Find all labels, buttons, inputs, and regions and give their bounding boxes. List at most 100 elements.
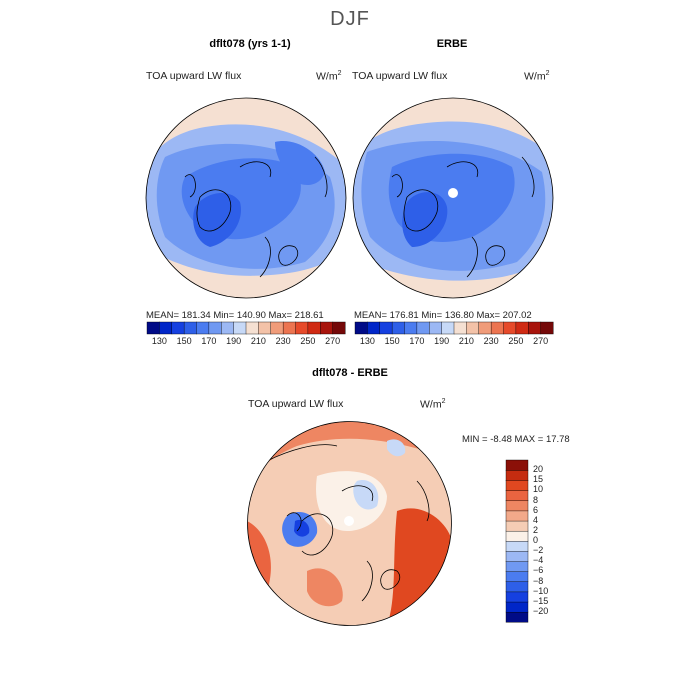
panel-1-colorbar-swatch: [258, 321, 272, 335]
panel-3-colorbar-swatch: [505, 510, 529, 522]
missing-data-pole: [344, 516, 354, 526]
panel-2-colorbar-swatch: [367, 321, 381, 335]
panel-2-units-label: W/m2: [524, 70, 550, 83]
panel-1-colorbar-swatch: [208, 321, 222, 335]
panel-1-colorbar-swatch: [307, 321, 321, 335]
panel-2-colorbar-swatch: [429, 321, 443, 335]
panel-2-colorbar-tick-label: 170: [409, 336, 425, 346]
panel-3-colorbar-tick-label: −4: [533, 555, 544, 566]
panel-3-colorbar-swatch: [505, 530, 529, 542]
panel-1-colorbar-swatch: [146, 321, 160, 335]
panel-2-colorbar-ticks: 130 150 170 190 210 230 250 270: [355, 336, 553, 348]
cold-region: [275, 141, 325, 185]
panel-3-colorbar-tick-label: −6: [533, 565, 544, 576]
panel-3-colorbar-tick-label: 10: [533, 484, 544, 495]
panel-1-colorbar-tick-label: 270: [325, 336, 341, 346]
panel-3-colorbar-tick-label: −2: [533, 545, 544, 556]
negative-region: [353, 480, 379, 510]
panel-3-field-label: TOA upward LW flux: [248, 398, 344, 410]
panel-2-colorbar-tick-label: 130: [359, 336, 375, 346]
panel-1-colorbar-swatch: [332, 321, 346, 335]
panel-3-colorbar-swatch: [505, 571, 529, 583]
panel-3-colorbar-ticks: 20 15 10 8 6 4 2 0 −2 −4 −6 −8 −10 −15 −20: [533, 460, 573, 622]
warm-region: [146, 98, 346, 167]
panel-2-colorbar-swatch: [528, 321, 542, 335]
panel-1-colorbar-swatch: [245, 321, 259, 335]
panel-2-colorbar-tick-label: 210: [458, 336, 474, 346]
panel-3-polar-map: [247, 421, 452, 626]
panel-1-colorbar-tick-label: 210: [250, 336, 266, 346]
panel-3-colorbar-tick-label: −15: [533, 595, 549, 606]
panel-3-colorbar-tick-label: −10: [533, 585, 549, 596]
panel-2-colorbar-tick-label: 190: [434, 336, 450, 346]
coastline: [266, 444, 430, 602]
panel-1-colorbar-swatch: [171, 321, 185, 335]
panel-3-colorbar-swatch: [505, 540, 529, 552]
panel-1-colorbar-swatch: [320, 321, 334, 335]
panel-2-colorbar-swatch: [503, 321, 517, 335]
panel-2-colorbar-swatch: [379, 321, 393, 335]
positive-region: [387, 508, 452, 626]
panel-3-colorbar-swatch: [505, 500, 529, 512]
panel-1-colorbar-tick-label: 230: [275, 336, 291, 346]
panel-2-stats: MEAN= 176.81 Min= 136.80 Max= 207.02: [354, 310, 532, 321]
panel-2-colorbar-swatch: [466, 321, 480, 335]
panel-1-polar-map: [145, 97, 347, 299]
panel-2-colorbar-swatch: [515, 321, 529, 335]
panel-2-colorbar-tick-label: 150: [384, 336, 400, 346]
panel-2-title: ERBE: [436, 38, 468, 50]
panel-1-colorbar-swatch: [196, 321, 210, 335]
panel-1-field-label: TOA upward LW flux: [146, 70, 242, 82]
panel-2-colorbar-tick-label: 270: [533, 336, 549, 346]
panel-2-colorbar-swatch: [540, 321, 554, 335]
panel-1-colorbar-swatch: [183, 321, 198, 335]
panel-2-colorbar-swatch: [490, 321, 505, 335]
panel-3-colorbar-swatch: [505, 469, 529, 481]
panel-1-colorbar-tick-label: 170: [201, 336, 217, 346]
panel-1-title: dflt078 (yrs 1-1): [209, 38, 291, 50]
negative-region: [294, 519, 310, 537]
panel-3-colorbar-swatch: [505, 490, 529, 502]
panel-1-units-label: W/m2: [316, 70, 342, 83]
panel-1-colorbar-tick-label: 250: [300, 336, 316, 346]
cold-region: [193, 192, 241, 247]
negative-region: [387, 439, 406, 457]
panel-3-colorbar-swatch: [505, 520, 529, 532]
panel-1-colorbar-tick-label: 150: [176, 336, 192, 346]
panel-3-colorbar-swatch: [505, 550, 529, 562]
panel-3-title: dflt078 - ERBE: [312, 367, 388, 379]
panel-2-colorbar-swatch: [404, 321, 418, 335]
panel-3-colorbar-swatch: [505, 581, 529, 593]
panel-2-colorbar-tick-label: 250: [508, 336, 524, 346]
panel-1-colorbar-swatch: [221, 321, 235, 335]
panel-3-colorbar: [505, 459, 529, 623]
positive-region: [307, 568, 343, 607]
panel-2-field-label: TOA upward LW flux: [352, 70, 448, 82]
panel-1-colorbar-tick-label: 130: [151, 336, 167, 346]
panel-3-colorbar-tick-label: 6: [533, 504, 539, 515]
panel-2-colorbar-tick-label: 230: [483, 336, 499, 346]
panel-2-colorbar-swatch: [354, 321, 368, 335]
panel-3-colorbar-tick-label: 8: [533, 494, 539, 505]
panel-3-colorbar-tick-label: 4: [533, 514, 539, 525]
panel-3-colorbar-tick-label: 2: [533, 524, 539, 535]
panel-2-colorbar-swatch: [478, 321, 492, 335]
panel-1-colorbar-swatch: [282, 321, 297, 335]
panel-3-colorbar-swatch: [505, 601, 529, 613]
panel-3-colorbar-tick-label: 0: [533, 535, 539, 545]
cold-region: [402, 192, 448, 247]
panel-3-colorbar-swatch: [505, 480, 529, 491]
panel-3-colorbar-tick-label: 15: [533, 474, 544, 485]
panel-1-stats: MEAN= 181.34 Min= 140.90 Max= 218.61: [146, 310, 324, 321]
panel-3-colorbar-tick-label: −20: [533, 605, 549, 616]
panel-2-colorbar-swatch: [453, 321, 467, 335]
positive-region: [247, 421, 452, 481]
panel-1-colorbar: [146, 321, 346, 335]
panel-2-polar-map: [352, 97, 554, 299]
panel-3-colorbar-swatch: [505, 611, 529, 623]
panel-2-colorbar: [354, 321, 554, 335]
panel-3-colorbar-swatch: [505, 561, 529, 572]
missing-data-pole: [448, 188, 458, 198]
panel-1-colorbar-tick-label: 190: [226, 336, 242, 346]
panel-3-units-label: W/m2: [420, 398, 446, 411]
